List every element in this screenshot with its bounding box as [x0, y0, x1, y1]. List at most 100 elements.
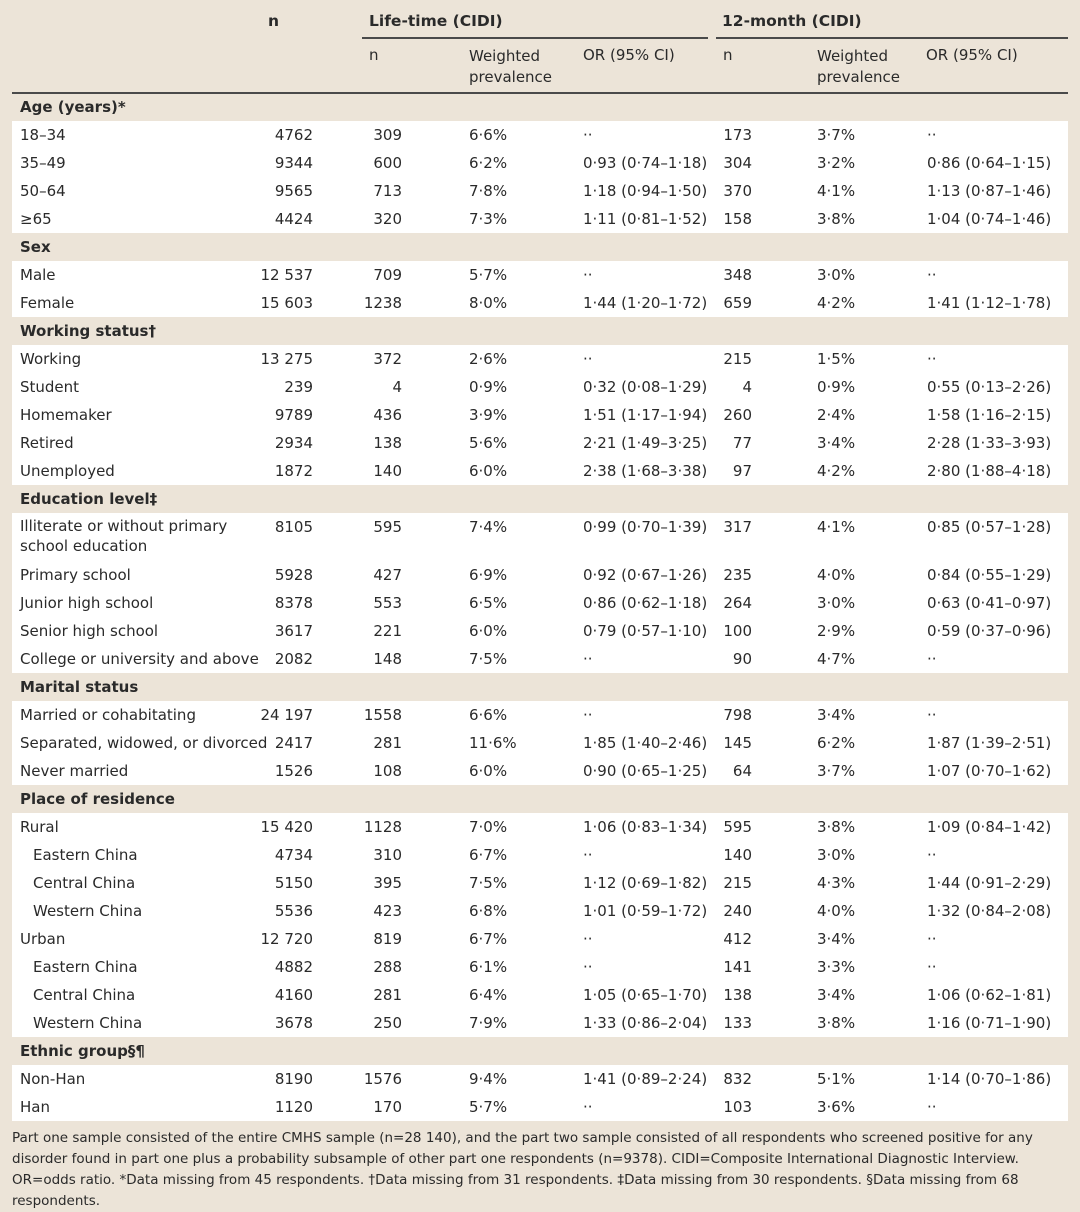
cell-12-month-n: 215	[723, 874, 752, 892]
row-label: Primary school	[20, 566, 131, 584]
cell-12-month-or: ··	[927, 930, 937, 948]
cell-lifetime-or: 0·79 (0·57–1·10)	[583, 622, 708, 640]
cell-12-month-or: ··	[927, 1098, 937, 1116]
cell-12-month-or: ··	[927, 350, 937, 368]
cell-lifetime-n: 148	[373, 650, 402, 668]
cell-12-month-n: 97	[732, 462, 752, 480]
cell-12-month-n: 100	[723, 622, 752, 640]
table-row: ≥65 4424 320 7·3% 1·11 (0·81–1·52) 158 3·8% 1·0…	[12, 205, 1068, 233]
cell-lifetime-prevalence: 11·6%	[469, 734, 517, 752]
cell-lifetime-or: ··	[583, 706, 593, 724]
header-n: n	[268, 12, 280, 30]
cell-12-month-or: 2·80 (1·88–4·18)	[927, 462, 1052, 480]
lifetime-rule	[362, 37, 708, 39]
cell-lifetime-n: 372	[373, 350, 402, 368]
cell-lifetime-prevalence: 8·0%	[469, 294, 508, 312]
cell-12-month-n: 64	[732, 762, 752, 780]
row-label: Han	[20, 1098, 50, 1116]
section-label: Working status†	[20, 322, 156, 340]
cell-12-month-prevalence: 3·0%	[817, 846, 856, 864]
cell-12-month-prevalence: 4·2%	[817, 462, 856, 480]
row-label: Unemployed	[20, 462, 115, 480]
cell-12-month-or: 1·09 (0·84–1·42)	[927, 818, 1052, 836]
cell-lifetime-n: 427	[373, 566, 402, 584]
row-label: Retired	[20, 434, 74, 452]
cell-lifetime-n: 281	[373, 986, 402, 1004]
cell-12-month-or: 0·86 (0·64–1·15)	[927, 154, 1052, 172]
cell-12-month-n: 370	[723, 182, 752, 200]
table-row: 35–49 9344 600 6·2% 0·93 (0·74–1·18) 304 3·2% 0…	[12, 149, 1068, 177]
cell-lifetime-prevalence: 6·1%	[469, 958, 508, 976]
cell-n-total: 1120	[274, 1098, 313, 1116]
cell-lifetime-n: 140	[373, 462, 402, 480]
cell-12-month-prevalence: 3·0%	[817, 594, 856, 612]
row-label: Eastern China	[33, 846, 138, 864]
section-header: Marital status	[12, 673, 1068, 701]
table-row: Senior high school 3617 221 6·0% 0·79 (0·57–…	[12, 617, 1068, 645]
row-label: Non-Han	[20, 1070, 86, 1088]
cell-n-total: 13 275	[260, 350, 314, 368]
cell-n-total: 4160	[274, 986, 313, 1004]
cell-n-total: 8105	[274, 518, 313, 536]
table-row: Male 12 537 709 5·7% ·· 348 3·0% ··	[12, 261, 1068, 289]
cell-12-month-or: ··	[927, 266, 937, 284]
table-body: Age (years)* 18–34 4762 309 6·6% ·· 173 3·7% ·· 3…	[12, 93, 1068, 1121]
row-label: 50–64	[20, 182, 66, 200]
table-row: 50–64 9565 713 7·8% 1·18 (0·94–1·50) 370 4·1% 1…	[12, 177, 1068, 205]
section-header: Working status†	[12, 317, 1068, 345]
cell-lifetime-prevalence: 7·3%	[469, 210, 508, 228]
cell-lifetime-n: 1576	[363, 1070, 402, 1088]
cell-lifetime-n: 4	[392, 378, 402, 396]
cell-lifetime-prevalence: 6·6%	[469, 126, 508, 144]
section-label: Age (years)*	[20, 98, 126, 116]
cell-lifetime-prevalence: 0·9%	[469, 378, 508, 396]
lifetime-wp-header: Weighted prevalence	[469, 47, 553, 86]
cell-12-month-prevalence: 4·0%	[817, 566, 856, 584]
row-label: Rural	[20, 818, 59, 836]
table-row: Primary school 5928 427 6·9% 0·92 (0·67–1·26…	[12, 561, 1068, 589]
row-label: Student	[20, 378, 80, 396]
cell-12-month-n: 173	[723, 126, 752, 144]
row-label: Married or cohabitating	[20, 706, 196, 724]
cell-lifetime-n: 600	[373, 154, 402, 172]
cell-12-month-n: 240	[723, 902, 752, 920]
table-row: Rural 15 420 1128 7·0% 1·06 (0·83–1·34) 595 3·…	[12, 813, 1068, 841]
table-row: Never married 1526 108 6·0% 0·90 (0·65–1·25)…	[12, 757, 1068, 785]
table-row: Central China 5150 395 7·5% 1·12 (0·69–1·82)…	[12, 869, 1068, 897]
cell-12-month-prevalence: 1·5%	[817, 350, 856, 368]
table-row: Eastern China 4882 288 6·1% ·· 141 3·3% ··	[12, 953, 1068, 981]
cell-lifetime-n: 395	[373, 874, 402, 892]
cell-n-total: 3678	[274, 1014, 313, 1032]
cell-lifetime-n: 221	[373, 622, 402, 640]
cell-12-month-or: 0·59 (0·37–0·96)	[927, 622, 1052, 640]
cell-lifetime-or: ··	[583, 846, 593, 864]
table-row: Unemployed 1872 140 6·0% 2·38 (1·68–3·38) 97 4…	[12, 457, 1068, 485]
row-label: Female	[20, 294, 75, 312]
cell-lifetime-or: ··	[583, 350, 593, 368]
cell-12-month-or: ··	[927, 126, 937, 144]
lifetime-n-header: n	[369, 46, 379, 64]
row-label: Working	[20, 350, 82, 368]
cell-n-total: 5536	[274, 902, 313, 920]
section-header: Age (years)*	[12, 93, 1068, 121]
cell-12-month-prevalence: 3·2%	[817, 154, 856, 172]
cell-lifetime-or: 2·38 (1·68–3·38)	[583, 462, 708, 480]
header-lifetime: Life-time (CIDI)	[369, 12, 503, 30]
section-label: Ethnic group§¶	[20, 1042, 145, 1060]
cell-n-total: 24 197	[260, 706, 314, 724]
cell-12-month-or: 1·06 (0·62–1·81)	[927, 986, 1052, 1004]
cell-lifetime-n: 250	[373, 1014, 402, 1032]
cell-n-total: 8190	[274, 1070, 313, 1088]
cell-lifetime-n: 108	[373, 762, 402, 780]
cell-12-month-n: 138	[723, 986, 752, 1004]
cell-12-month-prevalence: 3·0%	[817, 266, 856, 284]
cell-lifetime-n: 595	[373, 518, 402, 536]
cell-lifetime-n: 310	[373, 846, 402, 864]
cell-lifetime-n: 288	[373, 958, 402, 976]
cell-lifetime-or: 0·92 (0·67–1·26)	[583, 566, 708, 584]
table-row: Retired 2934 138 5·6% 2·21 (1·49–3·25) 77 3·4%…	[12, 429, 1068, 457]
row-label: 35–49	[20, 154, 66, 172]
cell-lifetime-or: ··	[583, 930, 593, 948]
cell-lifetime-n: 423	[373, 902, 402, 920]
cell-lifetime-prevalence: 6·8%	[469, 902, 508, 920]
